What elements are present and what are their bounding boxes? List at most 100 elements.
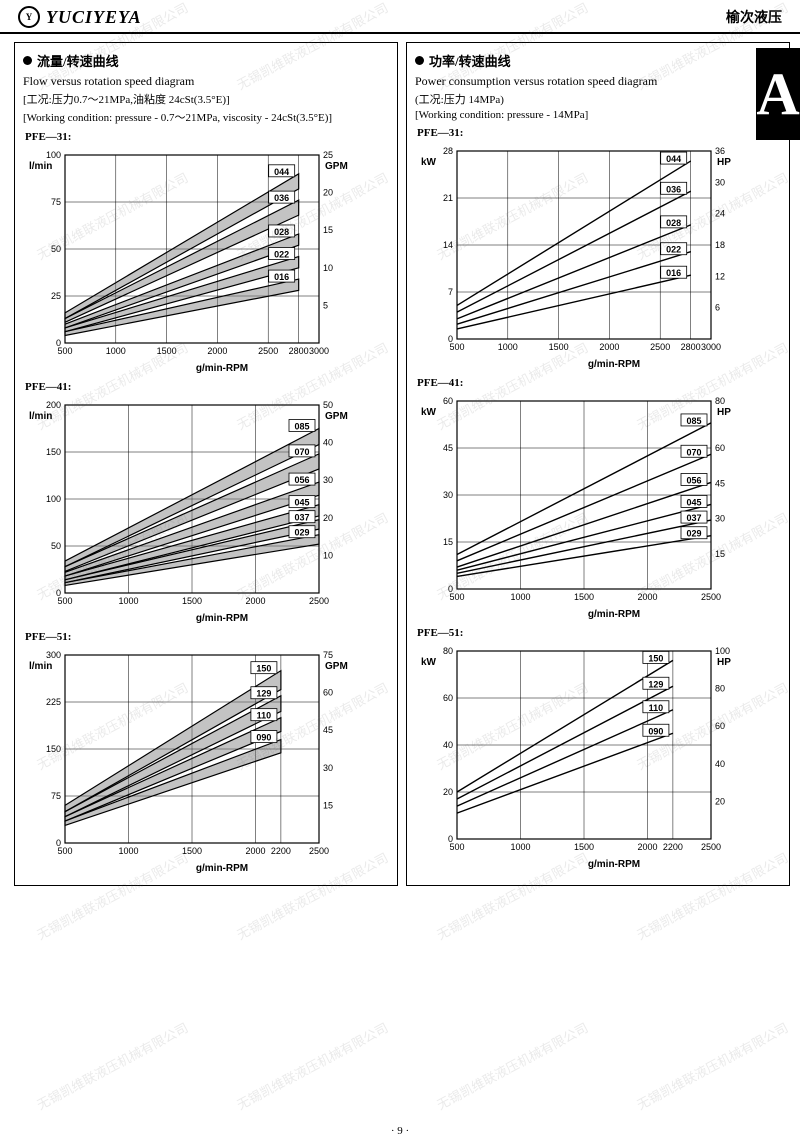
svg-text:g/min-RPM: g/min-RPM xyxy=(196,863,248,874)
svg-text:25: 25 xyxy=(323,150,333,160)
svg-text:kW: kW xyxy=(421,407,437,418)
svg-text:28: 28 xyxy=(443,146,453,156)
chart-label: PFE—51: xyxy=(417,627,781,639)
svg-text:g/min-RPM: g/min-RPM xyxy=(196,613,248,624)
flow-51-svg: 5001000150020002200250007515022530015304… xyxy=(23,645,363,875)
logo-icon: Y xyxy=(18,6,40,28)
svg-text:2000: 2000 xyxy=(637,842,657,852)
svg-text:g/min-RPM: g/min-RPM xyxy=(588,359,640,370)
svg-text:g/min-RPM: g/min-RPM xyxy=(588,609,640,620)
svg-text:1000: 1000 xyxy=(498,342,518,352)
svg-text:36: 36 xyxy=(715,146,725,156)
svg-text:0: 0 xyxy=(56,838,61,848)
svg-text:80: 80 xyxy=(443,646,453,656)
svg-text:GPM: GPM xyxy=(325,161,348,172)
svg-text:1000: 1000 xyxy=(510,592,530,602)
svg-text:045: 045 xyxy=(294,498,309,508)
svg-text:HP: HP xyxy=(717,657,731,668)
content-columns: 流量/转速曲线 Flow versus rotation speed diagr… xyxy=(0,34,800,886)
svg-text:044: 044 xyxy=(274,167,289,177)
flow-title-cn: 流量/转速曲线 xyxy=(37,51,119,70)
svg-text:129: 129 xyxy=(256,689,271,699)
svg-text:022: 022 xyxy=(274,250,289,260)
svg-text:2000: 2000 xyxy=(245,596,265,606)
brand-area: Y YUCIYEYA xyxy=(18,6,142,28)
svg-text:2000: 2000 xyxy=(207,346,227,356)
svg-text:kW: kW xyxy=(421,157,437,168)
svg-text:090: 090 xyxy=(648,726,663,736)
svg-text:75: 75 xyxy=(51,197,61,207)
svg-text:1000: 1000 xyxy=(510,842,530,852)
chart-label: PFE—41: xyxy=(25,381,389,393)
svg-text:1000: 1000 xyxy=(118,846,138,856)
svg-text:45: 45 xyxy=(715,478,725,488)
svg-text:150: 150 xyxy=(256,664,271,674)
svg-text:75: 75 xyxy=(323,650,333,660)
svg-text:GPM: GPM xyxy=(325,661,348,672)
svg-text:无锡凯维联液压机械有限公司: 无锡凯维联液压机械有限公司 xyxy=(634,1020,790,1113)
svg-text:036: 036 xyxy=(666,184,681,194)
svg-text:110: 110 xyxy=(649,703,664,713)
svg-text:60: 60 xyxy=(323,688,333,698)
svg-text:无锡凯维联液压机械有限公司: 无锡凯维联液压机械有限公司 xyxy=(34,1020,190,1113)
svg-text:HP: HP xyxy=(717,407,731,418)
svg-text:070: 070 xyxy=(294,447,309,457)
svg-text:g/min-RPM: g/min-RPM xyxy=(196,363,248,374)
svg-text:045: 045 xyxy=(686,497,701,507)
power-51-svg: 5001000150020002200250002040608020406080… xyxy=(415,641,755,871)
chart-flow-51: PFE—51: 50010001500200022002500075150225… xyxy=(23,631,389,875)
svg-text:40: 40 xyxy=(443,740,453,750)
svg-text:129: 129 xyxy=(648,679,663,689)
svg-text:085: 085 xyxy=(294,422,309,432)
svg-text:80: 80 xyxy=(715,396,725,406)
svg-text:10: 10 xyxy=(323,550,333,560)
svg-text:0: 0 xyxy=(448,834,453,844)
svg-text:30: 30 xyxy=(323,475,333,485)
svg-text:12: 12 xyxy=(715,271,725,281)
svg-text:1500: 1500 xyxy=(549,342,569,352)
svg-text:028: 028 xyxy=(666,218,681,228)
svg-text:100: 100 xyxy=(715,646,730,656)
brand-name: YUCIYEYA xyxy=(46,7,142,28)
page-number: · 9 · xyxy=(0,1125,800,1137)
svg-text:150: 150 xyxy=(648,653,663,663)
svg-text:100: 100 xyxy=(46,494,61,504)
svg-text:0: 0 xyxy=(448,584,453,594)
power-title-cn: 功率/转速曲线 xyxy=(429,51,511,70)
svg-text:0: 0 xyxy=(448,334,453,344)
svg-text:5: 5 xyxy=(323,300,328,310)
svg-text:300: 300 xyxy=(46,650,61,660)
svg-text:60: 60 xyxy=(715,721,725,731)
svg-text:1500: 1500 xyxy=(574,592,594,602)
svg-text:1000: 1000 xyxy=(106,346,126,356)
svg-text:80: 80 xyxy=(715,684,725,694)
svg-text:100: 100 xyxy=(46,150,61,160)
svg-text:2200: 2200 xyxy=(663,842,683,852)
chart-flow-31: PFE—31: 50010001500200025002800300002550… xyxy=(23,131,389,375)
svg-text:14: 14 xyxy=(443,240,453,250)
svg-text:15: 15 xyxy=(715,549,725,559)
svg-text:016: 016 xyxy=(274,272,289,282)
svg-text:022: 022 xyxy=(666,245,681,255)
svg-text:1500: 1500 xyxy=(574,842,594,852)
svg-text:037: 037 xyxy=(686,513,701,523)
svg-text:GPM: GPM xyxy=(325,411,348,422)
power-title-en: Power consumption versus rotation speed … xyxy=(415,74,781,89)
svg-text:20: 20 xyxy=(323,513,333,523)
power-cond-en: [Working condition: pressure - 14MPa] xyxy=(415,109,781,121)
svg-text:30: 30 xyxy=(443,490,453,500)
svg-text:2500: 2500 xyxy=(701,842,721,852)
svg-text:1000: 1000 xyxy=(118,596,138,606)
svg-text:18: 18 xyxy=(715,240,725,250)
chart-power-51: PFE—51: 50010001500200022002500020406080… xyxy=(415,627,781,871)
bullet-icon xyxy=(23,56,32,65)
svg-text:016: 016 xyxy=(666,268,681,278)
svg-text:24: 24 xyxy=(715,209,725,219)
svg-text:l/min: l/min xyxy=(29,161,52,172)
svg-text:029: 029 xyxy=(294,528,309,538)
chart-label: PFE—31: xyxy=(417,127,781,139)
svg-text:l/min: l/min xyxy=(29,661,52,672)
svg-text:30: 30 xyxy=(715,514,725,524)
svg-text:029: 029 xyxy=(686,529,701,539)
svg-text:056: 056 xyxy=(686,475,701,485)
